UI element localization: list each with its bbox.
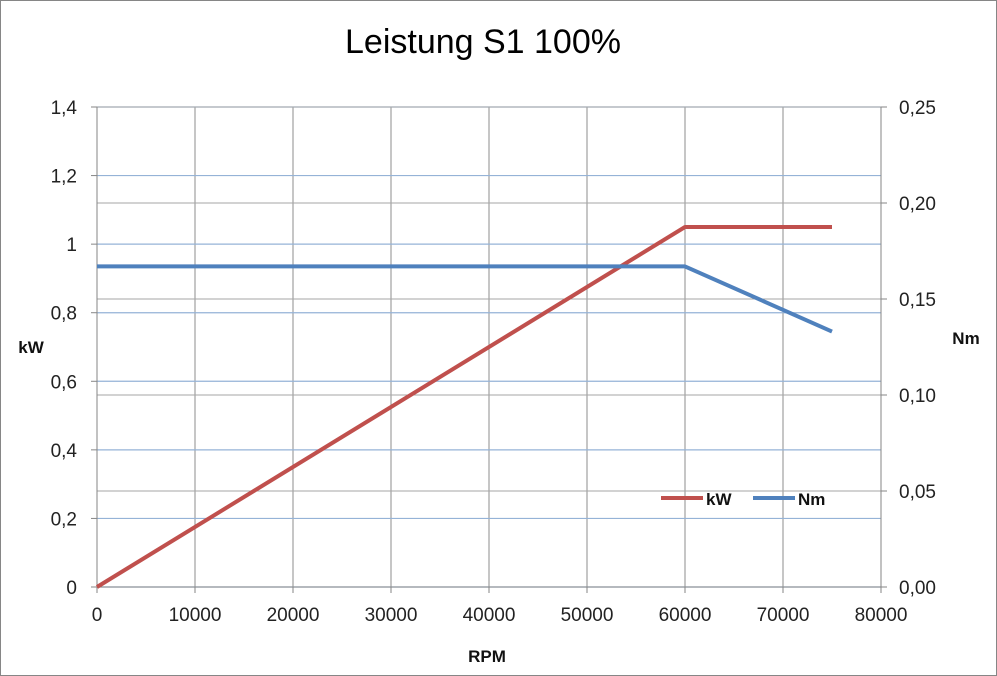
y-axis-label: kW xyxy=(18,338,44,357)
y-tick-label: 1 xyxy=(66,235,77,256)
y2-tick-label: 0,20 xyxy=(899,194,936,215)
series-line-nm xyxy=(97,264,833,334)
x-tick-label: 30000 xyxy=(365,605,418,626)
series-layer xyxy=(95,225,833,589)
y-tick-label: 0,8 xyxy=(51,304,77,325)
y2-tick-label: 0,00 xyxy=(899,578,936,599)
y-tick-label: 0 xyxy=(66,578,77,599)
legend-label-kw: kW xyxy=(706,490,732,509)
plot-area xyxy=(91,106,887,593)
y-tick-label: 0,4 xyxy=(51,441,78,462)
x-tick-label: 20000 xyxy=(267,605,320,626)
y-tick-label: 0,6 xyxy=(51,372,77,393)
y-tick-label: 1,4 xyxy=(51,98,78,119)
x-tick-label: 60000 xyxy=(659,605,712,626)
x-tick-label: 40000 xyxy=(463,605,516,626)
y2-axis-ticks: 0,00 0,05 0,10 0,15 0,20 0,25 xyxy=(899,98,936,599)
series-line-kw xyxy=(95,225,832,589)
x-tick-label: 80000 xyxy=(855,605,908,626)
y-axis-ticks: 0 0,2 0,4 0,6 0,8 1 1,2 1,4 xyxy=(51,98,78,599)
x-tick-label: 10000 xyxy=(169,605,222,626)
x-tick-label: 70000 xyxy=(757,605,810,626)
y-tick-label: 1,2 xyxy=(51,167,77,188)
x-tick-label: 0 xyxy=(92,605,103,626)
legend-label-nm: Nm xyxy=(798,490,825,509)
y2-tick-label: 0,25 xyxy=(899,98,936,119)
chart-title: Leistung S1 100% xyxy=(345,23,621,61)
x-axis-label: RPM xyxy=(468,647,506,666)
y2-tick-label: 0,05 xyxy=(899,482,936,503)
y2-axis-label: Nm xyxy=(952,329,979,348)
y2-tick-label: 0,10 xyxy=(899,386,936,407)
x-tick-label: 50000 xyxy=(561,605,614,626)
x-axis-ticks: 0 10000 20000 30000 40000 50000 60000 70000 8000… xyxy=(92,605,908,626)
y-tick-label: 0,2 xyxy=(51,509,77,530)
y2-tick-label: 0,15 xyxy=(899,290,936,311)
legend: kW Nm xyxy=(661,490,825,509)
